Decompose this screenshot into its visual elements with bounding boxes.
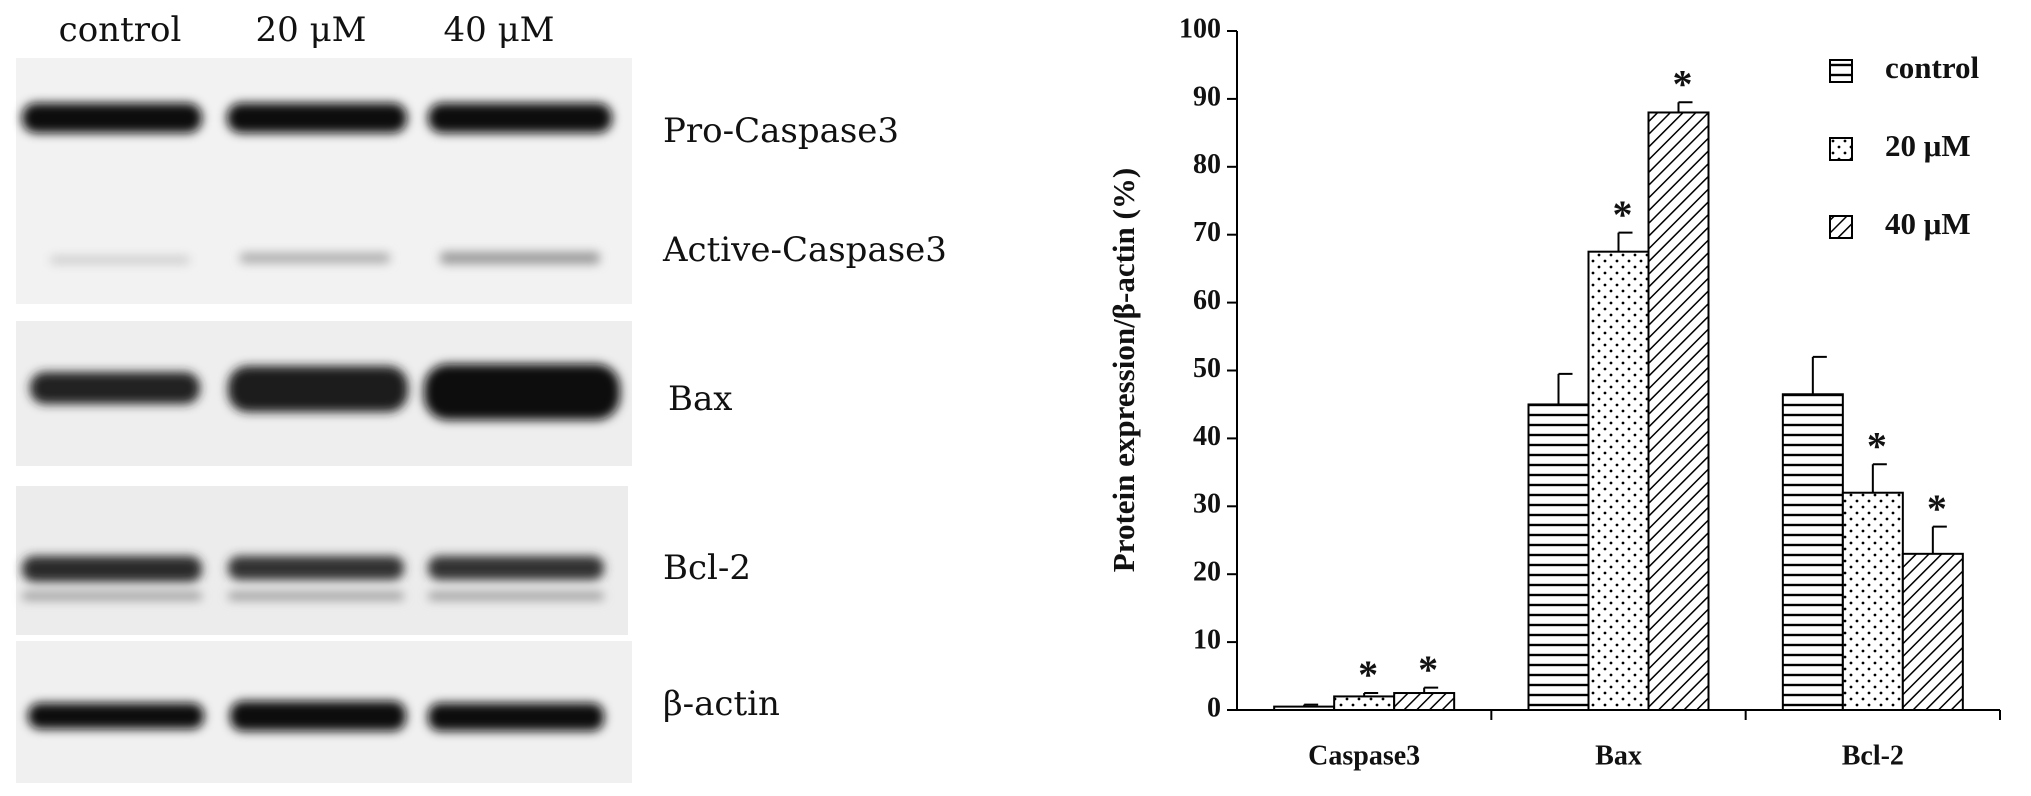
significance-mark: * — [1418, 647, 1438, 692]
bar — [1901, 552, 1964, 712]
legend-swatch — [1829, 215, 1853, 239]
legend-label: control — [1885, 50, 1980, 85]
band-label: Bcl-2 — [663, 548, 751, 588]
bar — [1273, 705, 1336, 711]
bar — [1841, 491, 1904, 711]
y-tick-label: 100 — [1179, 13, 1221, 44]
x-tick-label: Bax — [1595, 740, 1642, 771]
y-tick-label: 20 — [1193, 557, 1221, 588]
band-label: β-actin — [663, 684, 780, 724]
lane-label: 20 μM — [256, 10, 367, 50]
bar — [1647, 111, 1710, 712]
y-tick-label: 0 — [1207, 692, 1221, 723]
band-label: Pro-Caspase3 — [663, 111, 899, 151]
bar-chart: Protein expression/β-actin (%) 0 10 20 30 40… — [1106, 13, 2001, 771]
error-bar — [1677, 101, 1693, 113]
error-bar — [1617, 231, 1633, 252]
error-bar — [1557, 372, 1573, 405]
error-bar — [1931, 525, 1947, 554]
error-bar — [1363, 692, 1379, 697]
x-tick-label: Caspase3 — [1308, 740, 1420, 771]
y-tick-label: 50 — [1193, 353, 1221, 384]
error-bar — [1423, 686, 1439, 694]
y-tick-label: 60 — [1193, 285, 1221, 316]
bar — [1527, 403, 1590, 711]
blot-panel — [16, 58, 632, 304]
y-tick-label: 90 — [1193, 81, 1221, 112]
significance-mark: * — [1673, 61, 1693, 106]
y-tick-label: 70 — [1193, 217, 1221, 248]
band-label: Bax — [668, 379, 732, 419]
western-blot: control 20 μM 40 μM Pro-Caspase3 Active-… — [16, 10, 947, 783]
bands — [22, 103, 620, 731]
significance-mark: * — [1358, 652, 1378, 697]
legend-swatch — [1829, 137, 1853, 161]
legend-swatch — [1829, 59, 1853, 83]
bar — [1781, 393, 1844, 711]
legend-label: 20 μM — [1885, 128, 1971, 163]
band-label: Active-Caspase3 — [662, 230, 947, 270]
bar — [1333, 695, 1396, 711]
lane-label: 40 μM — [444, 10, 555, 50]
significance-mark: * — [1867, 423, 1887, 468]
bar — [1587, 250, 1650, 712]
legend-label: 40 μM — [1885, 206, 1971, 241]
significance-mark: * — [1613, 192, 1633, 237]
y-tick-label: 40 — [1193, 421, 1221, 452]
error-bar — [1303, 703, 1319, 707]
y-tick-label: 80 — [1193, 149, 1221, 180]
y-tick-label: 10 — [1193, 625, 1221, 656]
y-tick-label: 30 — [1193, 489, 1221, 520]
error-bar — [1811, 355, 1827, 395]
y-axis-label: Protein expression/β-actin (%) — [1106, 168, 1141, 572]
lane-label: control — [59, 10, 182, 50]
error-bar — [1871, 463, 1887, 493]
bar — [1393, 692, 1456, 712]
x-tick-label: Bcl-2 — [1842, 740, 1904, 771]
significance-mark: * — [1927, 486, 1947, 531]
